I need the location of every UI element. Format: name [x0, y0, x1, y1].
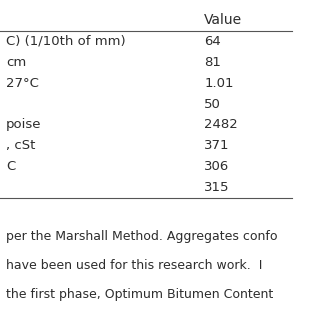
- Text: the first phase, Optimum Bitumen Content: the first phase, Optimum Bitumen Content: [6, 288, 273, 301]
- Text: 1.01: 1.01: [204, 76, 234, 90]
- Text: 306: 306: [204, 160, 229, 173]
- Text: 27°C: 27°C: [6, 76, 39, 90]
- Text: 64: 64: [204, 35, 221, 48]
- Text: have been used for this research work.  I: have been used for this research work. I: [6, 259, 262, 272]
- Text: per the Marshall Method. Aggregates confo: per the Marshall Method. Aggregates conf…: [6, 230, 277, 244]
- Text: Value: Value: [204, 13, 242, 27]
- Text: 81: 81: [204, 56, 221, 68]
- Text: 50: 50: [204, 98, 221, 110]
- Text: 371: 371: [204, 140, 229, 152]
- Text: , cSt: , cSt: [6, 140, 35, 152]
- Text: poise: poise: [6, 118, 41, 132]
- Text: C: C: [6, 160, 15, 173]
- Text: cm: cm: [6, 56, 26, 68]
- Text: C) (1/10th of mm): C) (1/10th of mm): [6, 35, 125, 48]
- Text: 2482: 2482: [204, 118, 238, 132]
- Text: 315: 315: [204, 181, 229, 195]
